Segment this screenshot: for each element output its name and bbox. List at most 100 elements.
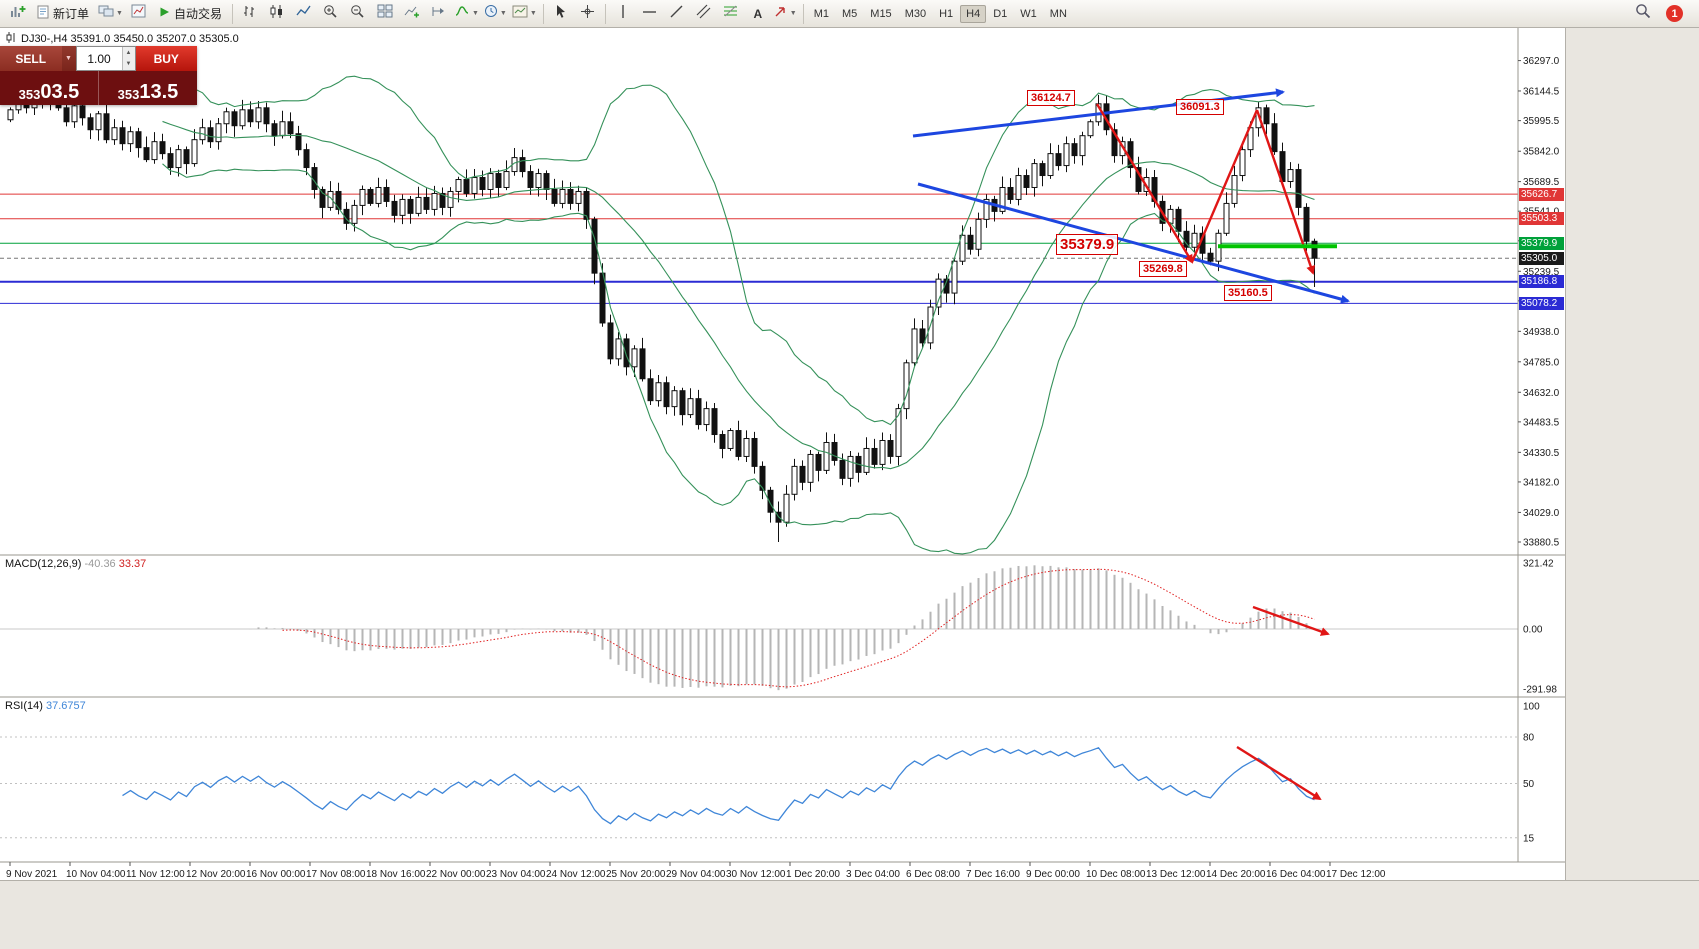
new-chart-button[interactable] [4,3,30,25]
timeframe-button-D1[interactable]: D1 [993,7,1008,20]
time-tick-label: 23 Nov 04:00 [486,869,546,880]
bollinger-upper[interactable] [162,75,1315,426]
candle-body [103,113,110,141]
new-order-button[interactable]: 新订单 [31,3,95,25]
vertical-line-icon [617,4,629,24]
horizontal-line-button[interactable] [637,3,663,25]
timeframe-button-M30[interactable]: M30 [904,7,927,20]
price-axis[interactable]: 36297.0 36144.5 35995.5 35842.0 35689.5 35541… [1518,56,1560,844]
fibonacci-button[interactable] [718,3,744,25]
sell-button[interactable]: SELL [0,46,62,71]
timeframe-button-M15[interactable]: M15 [870,7,892,20]
candle-body [319,188,326,208]
dropdown-caret-icon: ▼ [529,10,537,17]
indicators-icon [455,4,470,23]
chevron-down-icon: ▼ [65,55,72,62]
price-annotation-label[interactable]: 35269.8 [1139,261,1187,277]
time-tick-label: 7 Dec 16:00 [966,869,1020,880]
drawn-objects[interactable] [912,88,1350,801]
candle-body [679,390,686,416]
autotrading-play-icon [159,6,170,21]
autotrading-label: 自动交易 [173,7,222,21]
chart-window[interactable]: 36297.0 36144.5 35995.5 35842.0 35689.5 35541… [0,28,1565,880]
auto-scroll-button[interactable] [399,3,425,25]
buy-label: BUY [153,51,179,66]
timeframe-button-M1[interactable]: M1 [813,7,829,20]
red-arrow[interactable] [1095,103,1194,264]
search-button[interactable] [1630,3,1656,25]
template-icon [512,5,528,23]
candle-body [655,382,662,402]
sell-dropdown[interactable]: ▼ [61,46,76,71]
buy-button[interactable]: BUY [135,46,197,71]
chart-bars-button[interactable] [237,3,263,25]
buy-price[interactable]: 353 13.5 [99,71,197,105]
timeframe-button-H4[interactable]: H4 [960,4,987,23]
price-annotation-label[interactable]: 36124.7 [1027,90,1075,106]
candle-body [975,218,982,250]
bollinger-lower[interactable] [162,163,1315,555]
timeframe-button-MN[interactable]: MN [1049,7,1067,20]
text-button[interactable]: A [745,3,771,25]
candle-body [703,408,710,426]
crosshair-button[interactable] [575,3,601,25]
price-tick-label: 36297.0 [1523,56,1560,67]
notification-badge[interactable]: 1 [1666,5,1683,22]
candle-body [919,328,926,344]
sell-price[interactable]: 353 03.5 [0,71,99,105]
time-axis[interactable]: 9 Nov 2021 10 Nov 04:00 11 Nov 12:00 12 Nov… [6,862,1386,880]
timeframe-button-W1[interactable]: W1 [1020,7,1037,20]
red-arrow[interactable] [1236,745,1322,801]
chart-line-button[interactable] [291,3,317,25]
timeframe-button-H1[interactable]: H1 [939,7,954,20]
volume-stepper[interactable]: 1.00 ▲ ▼ [75,46,136,71]
price-tick-label: 34483.5 [1523,417,1560,428]
zoom-out-button[interactable] [345,3,371,25]
rsi-pane[interactable] [0,736,1518,839]
chart-shift-button[interactable] [426,3,452,25]
chart-candles-button[interactable] [264,3,290,25]
bollinger-middle[interactable] [162,120,1315,470]
price-annotation-label[interactable]: 35160.5 [1224,285,1272,301]
window-bottom-area [0,880,1699,949]
time-tick-label: 17 Nov 08:00 [306,869,366,880]
timeframe-button-M5[interactable]: M5 [842,7,858,20]
candle-body [191,139,198,165]
price-annotation-label[interactable]: 35379.9 [1056,234,1119,255]
candle-body [383,186,390,202]
candle-body [135,131,142,149]
period-button[interactable]: ▼ [482,3,509,25]
trendline-button[interactable] [664,3,690,25]
candle-body [1303,206,1310,242]
profiles-button[interactable]: ▼ [96,3,125,25]
candle-body [143,147,150,161]
volume-up-button[interactable]: ▲ [122,47,135,59]
candlestick-chart[interactable]: 36297.0 36144.5 35995.5 35842.0 35689.5 35541… [0,28,1565,880]
candle-body [455,179,462,192]
tile-windows-button[interactable] [372,3,398,25]
autotrading-button[interactable]: 自动交易 [153,3,228,25]
rsi-name: RSI(14) [5,700,43,712]
sell-price-big: 03.5 [40,81,80,103]
indicators-button[interactable]: ▼ [453,3,481,25]
timeframe-bar: M1 M5 M15 M30 H1 H4 D1 W1 MN [808,4,1073,23]
market-watch-button[interactable] [126,3,152,25]
volume-down-button[interactable]: ▼ [122,58,135,70]
price-tick-label: 35689.5 [1523,177,1560,188]
templates-button[interactable]: ▼ [510,3,539,25]
red-arrow[interactable] [1252,605,1330,636]
channel-button[interactable] [691,3,717,25]
red-arrow[interactable] [1190,109,1259,263]
red-arrow[interactable] [1255,109,1315,275]
cursor-button[interactable] [548,3,574,25]
candle-body [183,149,190,165]
zoom-in-button[interactable] [318,3,344,25]
price-pane[interactable] [0,75,1518,555]
candle-body [335,190,342,210]
volume-value[interactable]: 1.00 [87,51,111,66]
trendline[interactable] [917,182,1350,304]
price-annotation-label[interactable]: 36091.3 [1176,99,1224,115]
macd-pane[interactable] [0,565,1518,691]
arrows-button[interactable]: ▼ [772,3,799,25]
vertical-line-button[interactable] [610,3,636,25]
